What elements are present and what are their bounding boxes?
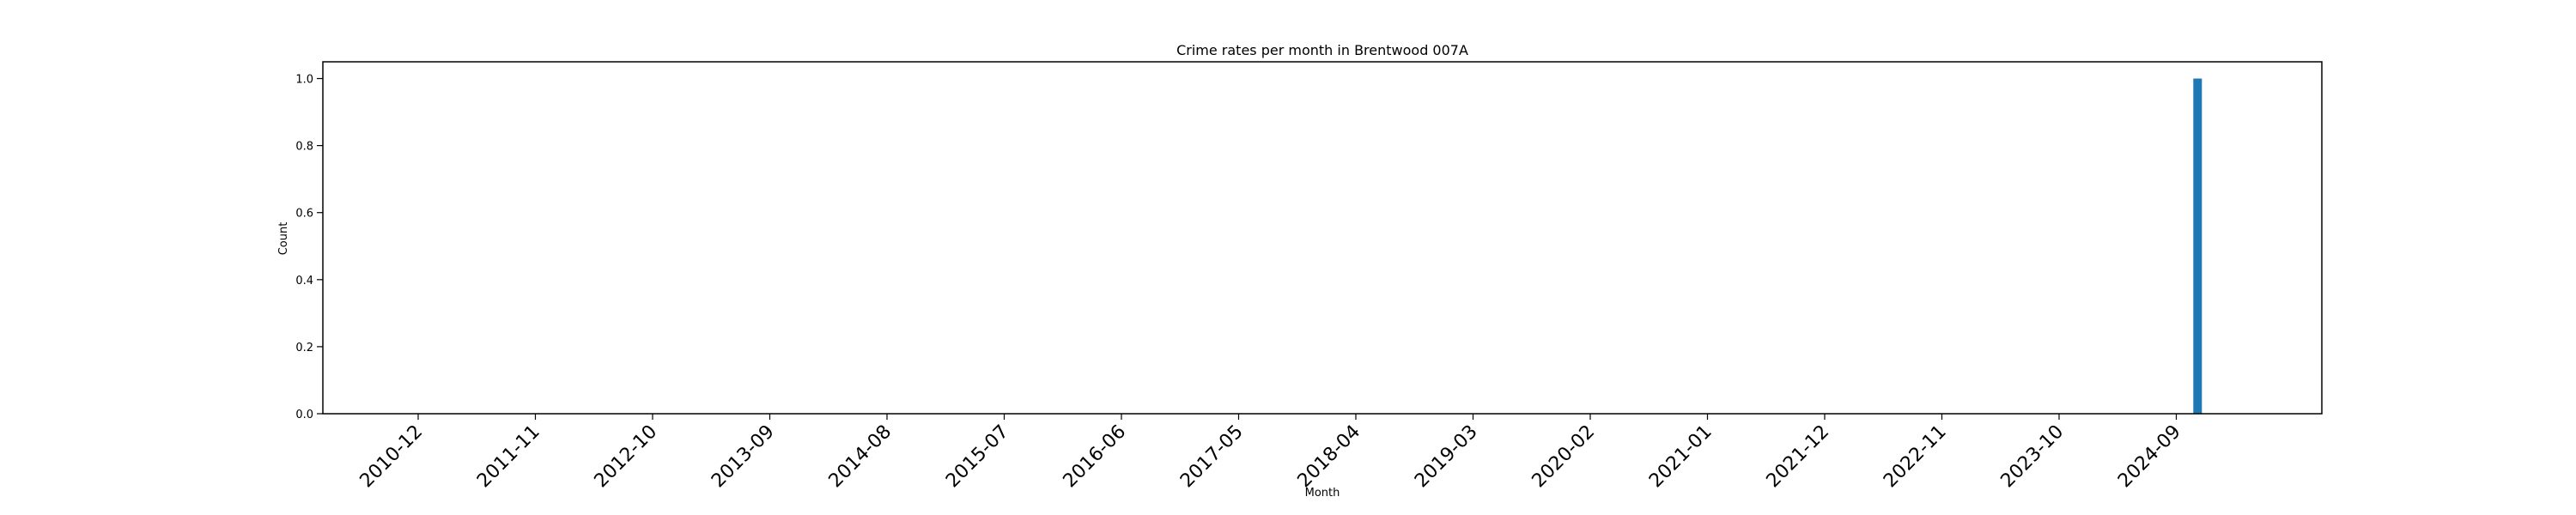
y-tick-label: 0.8	[295, 141, 313, 154]
x-tick-label: 2010-12	[356, 421, 428, 493]
y-axis-ticks: 0.0 0.2 0.4 0.6 0.8 1.0	[295, 74, 323, 421]
bar-2024-11	[2193, 78, 2202, 415]
bar-series	[2193, 78, 2202, 415]
x-tick-label: 2016-06	[1060, 421, 1131, 493]
y-tick-label: 0.6	[295, 208, 313, 221]
y-tick-label: 0.2	[295, 342, 313, 354]
x-tick-label: 2022-11	[1880, 421, 1951, 493]
y-tick-label: 1.0	[295, 74, 313, 87]
x-tick-label: 2024-09	[2114, 421, 2185, 493]
x-tick-label: 2014-08	[825, 421, 896, 493]
x-tick-label: 2011-11	[473, 421, 544, 493]
x-axis-label: Month	[1305, 487, 1340, 500]
y-tick-label: 0.0	[295, 409, 313, 421]
x-tick-label: 2021-01	[1645, 421, 1716, 493]
x-tick-label: 2021-12	[1763, 421, 1834, 493]
x-tick-label: 2020-02	[1528, 421, 1600, 493]
y-tick-label: 0.4	[295, 275, 313, 288]
x-tick-label: 2012-10	[591, 421, 662, 493]
x-tick-label: 2017-05	[1176, 421, 1248, 493]
x-tick-label: 2013-09	[708, 421, 779, 493]
x-tick-label: 2015-07	[942, 421, 1013, 493]
y-axis-label: Count	[277, 222, 290, 256]
chart-title: Crime rates per month in Brentwood 007A	[1176, 42, 1468, 58]
x-axis-ticks: 2010-12 2011-11 2012-10 2013-09 2014-08 2015-…	[356, 414, 2185, 492]
x-tick-label: 2018-04	[1294, 421, 1365, 493]
plot-area-frame	[322, 61, 2323, 415]
x-tick-label: 2019-03	[1411, 421, 1482, 493]
x-tick-label: 2023-10	[1997, 421, 2069, 493]
